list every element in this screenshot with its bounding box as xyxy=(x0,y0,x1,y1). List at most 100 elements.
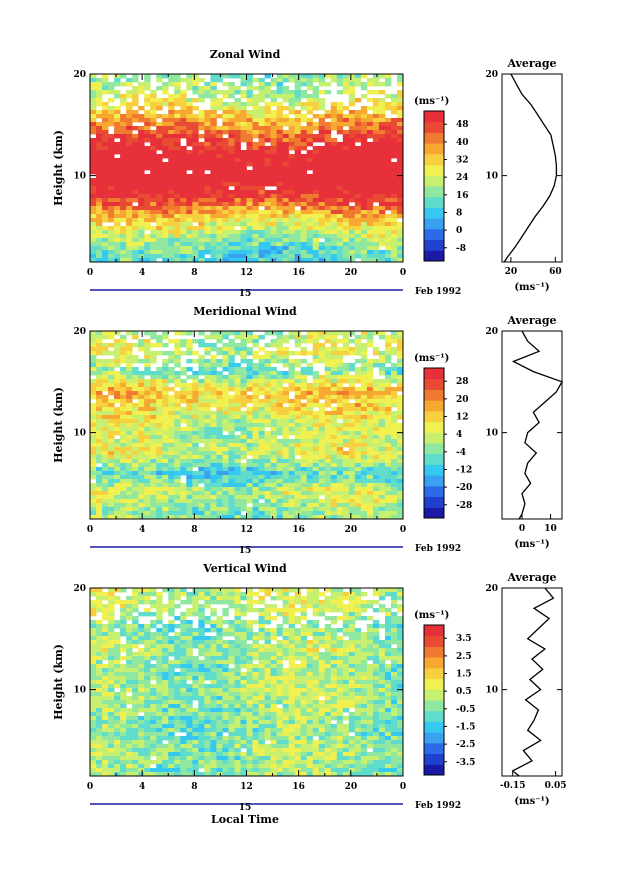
heatmap-cell xyxy=(234,407,241,412)
heatmap-cell xyxy=(360,214,368,219)
heatmap-cell xyxy=(96,491,103,496)
heatmap-cell xyxy=(270,126,277,131)
heatmap-cell xyxy=(126,515,133,520)
heatmap-cell xyxy=(138,379,145,384)
heatmap-cell xyxy=(342,479,350,484)
heatmap-cell xyxy=(282,387,290,392)
heatmap-cell xyxy=(156,451,163,456)
heatmap-cell xyxy=(198,202,205,207)
heatmap-cell xyxy=(300,383,308,388)
heatmap-cell xyxy=(360,451,368,456)
heatmap-cell xyxy=(276,174,284,179)
heatmap-cell xyxy=(234,210,241,215)
heatmap-cell xyxy=(90,471,97,476)
heatmap-cell xyxy=(306,194,314,199)
heatmap-cell xyxy=(144,190,151,195)
heatmap-cell xyxy=(180,166,187,171)
heatmap-cell xyxy=(390,507,398,512)
heatmap-cell xyxy=(300,78,308,83)
heatmap-cell xyxy=(240,339,247,344)
heatmap-cell xyxy=(306,351,314,356)
heatmap-cell xyxy=(270,443,277,448)
heatmap-cell xyxy=(276,134,284,139)
heatmap-cell xyxy=(270,391,277,396)
heatmap-cell xyxy=(150,499,157,504)
heatmap-cell xyxy=(342,411,350,416)
heatmap-cell xyxy=(390,118,398,123)
heatmap-cell xyxy=(384,339,392,344)
heatmap-cell xyxy=(210,166,217,171)
heatmap-cell xyxy=(234,479,241,484)
heatmap-cell xyxy=(294,142,302,147)
heatmap-cell xyxy=(138,202,145,207)
heatmap-cell xyxy=(264,511,271,516)
heatmap-cell xyxy=(258,431,265,436)
heatmap-cell xyxy=(228,146,235,151)
heatmap-cell xyxy=(114,596,121,601)
heatmap-cell xyxy=(390,375,398,380)
heatmap-cell xyxy=(336,174,344,179)
heatmap-cell xyxy=(384,592,392,597)
heatmap-cell xyxy=(90,451,97,456)
heatmap-cell xyxy=(258,451,265,456)
heatmap-cell xyxy=(156,86,163,91)
heatmap-cell xyxy=(150,214,157,219)
heatmap-cell xyxy=(222,190,229,195)
heatmap-cell xyxy=(168,612,175,617)
heatmap-cell xyxy=(288,134,296,139)
heatmap-cell xyxy=(270,511,277,516)
heatmap-cell xyxy=(180,511,187,516)
heatmap-cell xyxy=(306,206,314,211)
heatmap-cell xyxy=(294,391,302,396)
heatmap-cell xyxy=(258,383,265,388)
heatmap-cell xyxy=(216,90,223,95)
heatmap-cell xyxy=(348,419,356,424)
heatmap-cell xyxy=(156,387,163,392)
heatmap-cell xyxy=(258,371,265,376)
heatmap-cell xyxy=(90,246,97,251)
heatmap-cell xyxy=(252,463,259,468)
heatmap-cell xyxy=(372,238,380,243)
colorbar-tick-label: -28 xyxy=(456,501,472,511)
heatmap-cell xyxy=(270,427,277,432)
heatmap-cell xyxy=(354,443,362,448)
heatmap-cell xyxy=(306,214,314,219)
heatmap-cell xyxy=(348,499,356,504)
heatmap-cell xyxy=(342,407,350,412)
heatmap-cell xyxy=(162,250,169,255)
heatmap-cell xyxy=(114,499,121,504)
heatmap-cell xyxy=(228,74,235,79)
heatmap-cell xyxy=(102,495,109,500)
heatmap-cell xyxy=(378,367,386,372)
heatmap-cell xyxy=(336,491,344,496)
heatmap-cell xyxy=(144,459,151,464)
heatmap-cell xyxy=(108,459,115,464)
average-frame xyxy=(501,330,563,520)
heatmap-cell xyxy=(318,467,326,472)
heatmap-cell xyxy=(96,142,103,147)
heatmap-cell xyxy=(366,415,374,420)
heatmap-cell xyxy=(372,90,380,95)
heatmap-cell xyxy=(192,439,199,444)
heatmap-cell xyxy=(396,118,404,123)
heatmap-cell xyxy=(180,483,187,488)
heatmap-cell xyxy=(366,455,374,460)
heatmap-cell xyxy=(330,588,338,593)
heatmap-cell xyxy=(336,387,344,392)
heatmap-cell xyxy=(396,616,404,621)
heatmap-cell xyxy=(90,395,97,400)
heatmap-cell xyxy=(192,455,199,460)
heatmap-cell xyxy=(90,455,97,460)
heatmap-cell xyxy=(204,503,211,508)
heatmap-cell xyxy=(186,114,193,119)
heatmap-cell xyxy=(168,74,175,79)
heatmap-cell xyxy=(378,146,386,151)
heatmap-cell xyxy=(324,604,332,609)
heatmap-cell xyxy=(240,431,247,436)
heatmap-cell xyxy=(288,515,296,520)
heatmap-cell xyxy=(324,258,332,263)
heatmap-cell xyxy=(390,258,398,263)
heatmap-cell xyxy=(234,439,241,444)
heatmap-cell xyxy=(234,74,241,79)
heatmap-cell xyxy=(114,483,121,488)
